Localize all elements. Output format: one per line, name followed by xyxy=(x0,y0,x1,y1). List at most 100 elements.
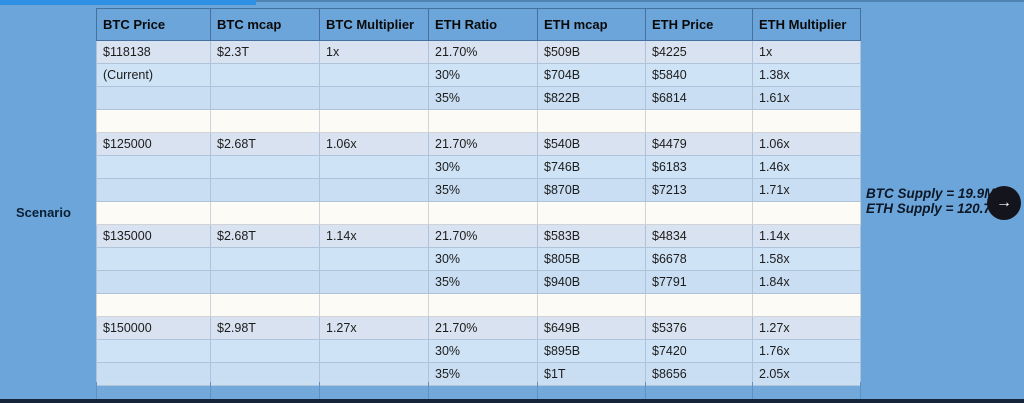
table-cell[interactable]: $6814 xyxy=(645,86,753,110)
table-cell[interactable] xyxy=(210,201,320,225)
table-cell[interactable]: $805B xyxy=(537,247,646,271)
table-cell[interactable]: $8656 xyxy=(645,362,753,386)
table-cell[interactable] xyxy=(210,178,320,202)
table-cell[interactable]: 35% xyxy=(428,362,538,386)
table-cell[interactable]: 1.27x xyxy=(319,316,429,340)
table-cell[interactable]: 1x xyxy=(319,40,429,64)
table-cell[interactable]: $704B xyxy=(537,63,646,87)
table-cell[interactable] xyxy=(210,86,320,110)
table-cell[interactable]: 21.70% xyxy=(428,224,538,248)
column-header-btc-price[interactable]: BTC Price xyxy=(96,8,211,41)
table-cell[interactable] xyxy=(645,201,753,225)
table-cell[interactable]: 1.84x xyxy=(752,270,861,294)
table-cell[interactable] xyxy=(319,155,429,179)
table-cell[interactable]: $2.68T xyxy=(210,224,320,248)
table-cell[interactable]: $870B xyxy=(537,178,646,202)
table-cell[interactable] xyxy=(537,201,646,225)
table-cell[interactable]: $7213 xyxy=(645,178,753,202)
table-cell[interactable] xyxy=(428,293,538,317)
table-cell[interactable]: $540B xyxy=(537,132,646,156)
table-cell[interactable]: 30% xyxy=(428,247,538,271)
table-cell[interactable] xyxy=(210,109,320,133)
next-button[interactable]: → xyxy=(987,186,1021,220)
table-cell[interactable] xyxy=(319,201,429,225)
table-cell[interactable] xyxy=(96,109,211,133)
table-cell[interactable]: $135000 xyxy=(96,224,211,248)
table-cell[interactable] xyxy=(96,247,211,271)
table-cell[interactable]: 35% xyxy=(428,86,538,110)
table-cell[interactable]: $2.98T xyxy=(210,316,320,340)
table-cell[interactable]: 1x xyxy=(752,40,861,64)
table-cell[interactable]: 1.14x xyxy=(319,224,429,248)
table-cell[interactable] xyxy=(96,362,211,386)
table-cell[interactable]: $746B xyxy=(537,155,646,179)
table-cell[interactable]: 30% xyxy=(428,339,538,363)
table-cell[interactable] xyxy=(210,155,320,179)
table-cell[interactable] xyxy=(96,293,211,317)
table-cell[interactable]: 1.61x xyxy=(752,86,861,110)
table-cell[interactable]: $150000 xyxy=(96,316,211,340)
table-cell[interactable]: $125000 xyxy=(96,132,211,156)
table-cell[interactable]: $649B xyxy=(537,316,646,340)
table-cell[interactable]: 21.70% xyxy=(428,40,538,64)
table-cell[interactable]: $6183 xyxy=(645,155,753,179)
table-cell[interactable] xyxy=(96,201,211,225)
table-cell[interactable]: 1.27x xyxy=(752,316,861,340)
table-cell[interactable] xyxy=(537,109,646,133)
table-cell[interactable] xyxy=(96,86,211,110)
table-cell[interactable]: $822B xyxy=(537,86,646,110)
table-cell[interactable] xyxy=(210,270,320,294)
table-cell[interactable]: $2.68T xyxy=(210,132,320,156)
table-cell[interactable]: $583B xyxy=(537,224,646,248)
table-cell[interactable]: 21.70% xyxy=(428,316,538,340)
table-cell[interactable]: $940B xyxy=(537,270,646,294)
column-header-btc-mcap[interactable]: BTC mcap xyxy=(210,8,320,41)
table-cell[interactable]: $5376 xyxy=(645,316,753,340)
table-cell[interactable]: 30% xyxy=(428,63,538,87)
table-cell[interactable]: 1.38x xyxy=(752,63,861,87)
table-cell[interactable]: 1.06x xyxy=(319,132,429,156)
table-cell[interactable]: 30% xyxy=(428,155,538,179)
table-cell[interactable] xyxy=(428,109,538,133)
column-header-eth-mcap[interactable]: ETH mcap xyxy=(537,8,646,41)
table-cell[interactable] xyxy=(319,109,429,133)
table-cell[interactable]: 35% xyxy=(428,270,538,294)
table-cell[interactable]: $4479 xyxy=(645,132,753,156)
table-cell[interactable]: $118138 xyxy=(96,40,211,64)
table-cell[interactable] xyxy=(537,293,646,317)
table-cell[interactable] xyxy=(96,178,211,202)
table-cell[interactable] xyxy=(428,201,538,225)
table-cell[interactable]: $5840 xyxy=(645,63,753,87)
table-cell[interactable] xyxy=(645,293,753,317)
table-cell[interactable]: $1T xyxy=(537,362,646,386)
table-cell[interactable] xyxy=(319,339,429,363)
table-cell[interactable]: $7791 xyxy=(645,270,753,294)
table-cell[interactable] xyxy=(210,362,320,386)
table-cell[interactable]: $895B xyxy=(537,339,646,363)
table-cell[interactable] xyxy=(96,155,211,179)
table-cell[interactable]: 35% xyxy=(428,178,538,202)
table-cell[interactable] xyxy=(96,270,211,294)
table-cell[interactable]: $4225 xyxy=(645,40,753,64)
table-cell[interactable] xyxy=(319,247,429,271)
table-cell[interactable]: 1.46x xyxy=(752,155,861,179)
table-cell[interactable] xyxy=(210,247,320,271)
table-cell[interactable] xyxy=(319,270,429,294)
column-header-eth-price[interactable]: ETH Price xyxy=(645,8,753,41)
column-header-eth-ratio[interactable]: ETH Ratio xyxy=(428,8,538,41)
table-cell[interactable] xyxy=(319,86,429,110)
table-cell[interactable] xyxy=(210,293,320,317)
table-cell[interactable]: 1.71x xyxy=(752,178,861,202)
table-cell[interactable] xyxy=(752,109,861,133)
table-cell[interactable]: 2.05x xyxy=(752,362,861,386)
column-header-btc-multiplier[interactable]: BTC Multiplier xyxy=(319,8,429,41)
table-cell[interactable]: 1.76x xyxy=(752,339,861,363)
table-cell[interactable] xyxy=(319,178,429,202)
table-cell[interactable]: 21.70% xyxy=(428,132,538,156)
table-cell[interactable] xyxy=(96,339,211,363)
table-cell[interactable] xyxy=(319,362,429,386)
table-cell[interactable]: 1.58x xyxy=(752,247,861,271)
table-cell[interactable] xyxy=(752,293,861,317)
table-cell[interactable]: 1.14x xyxy=(752,224,861,248)
video-progress-bar[interactable] xyxy=(0,0,256,5)
